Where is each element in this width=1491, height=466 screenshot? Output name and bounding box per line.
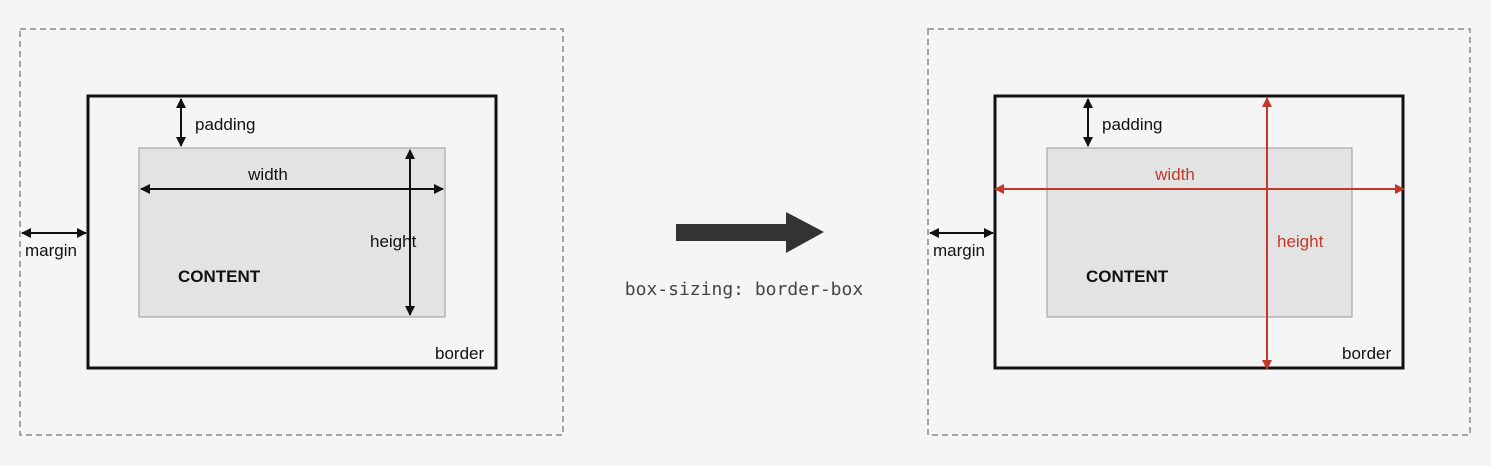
border-label: border — [1342, 344, 1391, 363]
height-label-highlighted: height — [1277, 232, 1324, 251]
width-label-highlighted: width — [1154, 165, 1195, 184]
margin-label: margin — [25, 241, 77, 260]
padding-label: padding — [195, 115, 256, 134]
content-label: CONTENT — [178, 267, 261, 286]
height-label: height — [370, 232, 417, 251]
border-box-model: padding width height margin CONTENT bord… — [927, 28, 1471, 436]
box-sizing-code: box-sizing: border-box — [625, 279, 864, 300]
width-label: width — [247, 165, 288, 184]
border-box — [993, 94, 1405, 370]
border-box — [86, 94, 498, 370]
arrow-right-icon — [676, 212, 824, 253]
content-label: CONTENT — [1086, 267, 1169, 286]
content-box-model: padding width height margin CONTENT bord… — [19, 28, 564, 436]
margin-area — [19, 28, 564, 436]
content-area — [1046, 147, 1353, 318]
padding-label: padding — [1102, 115, 1163, 134]
margin-area — [927, 28, 1471, 436]
transition: box-sizing: border-box — [625, 212, 864, 300]
margin-label: margin — [933, 241, 985, 260]
border-label: border — [435, 344, 484, 363]
content-area — [138, 147, 446, 318]
